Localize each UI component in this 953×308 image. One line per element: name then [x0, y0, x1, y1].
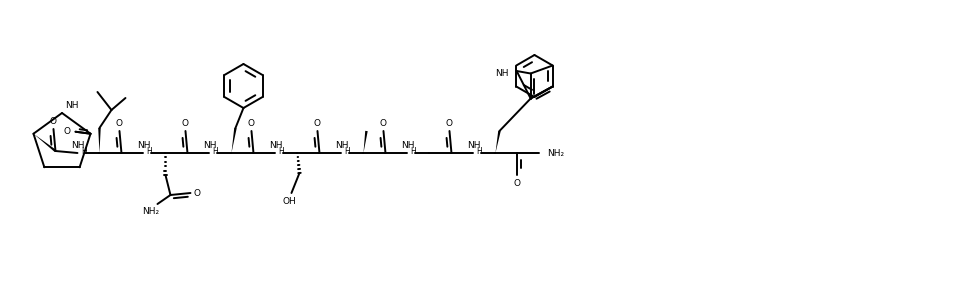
Text: O: O [379, 119, 387, 128]
Text: NH₂: NH₂ [547, 148, 564, 157]
Polygon shape [495, 131, 500, 153]
Text: O: O [445, 119, 453, 128]
Text: NH: NH [400, 140, 414, 149]
Text: O: O [116, 119, 123, 128]
Text: O: O [314, 119, 320, 128]
Text: H: H [147, 147, 152, 156]
Text: NH: NH [71, 140, 84, 149]
Text: NH: NH [136, 140, 150, 149]
Text: H: H [82, 147, 88, 156]
Text: O: O [50, 116, 57, 125]
Polygon shape [98, 128, 101, 153]
Text: OH: OH [282, 197, 296, 205]
Text: O: O [182, 119, 189, 128]
Polygon shape [232, 128, 236, 153]
Text: NH: NH [495, 68, 508, 78]
Text: H: H [410, 147, 416, 156]
Text: O: O [63, 127, 70, 136]
Text: NH: NH [269, 140, 282, 149]
Polygon shape [363, 131, 367, 153]
Polygon shape [33, 134, 56, 152]
Text: NH: NH [202, 140, 216, 149]
Text: O: O [193, 188, 201, 197]
Text: NH: NH [65, 100, 78, 110]
Text: H: H [344, 147, 350, 156]
Text: O: O [248, 119, 254, 128]
Text: H: H [213, 147, 218, 156]
Text: H: H [476, 147, 482, 156]
Text: NH: NH [466, 140, 479, 149]
Text: NH₂: NH₂ [142, 208, 159, 217]
Text: NH: NH [335, 140, 348, 149]
Text: O: O [514, 179, 520, 188]
Text: H: H [278, 147, 284, 156]
